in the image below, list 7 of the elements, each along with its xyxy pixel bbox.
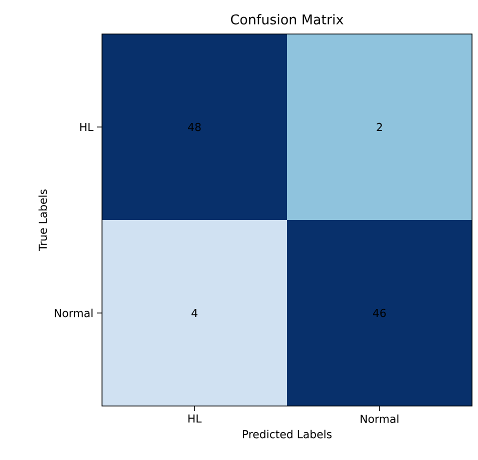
chart-title: Confusion Matrix — [230, 14, 344, 24]
data-label: 4 — [192, 309, 198, 317]
data-label: 46 — [373, 308, 386, 318]
x-axis-title: Predicted Labels — [242, 430, 332, 438]
data-label: 2 — [376, 122, 382, 132]
y-axis-title: True Labels — [38, 190, 47, 252]
data-label: 48 — [188, 122, 201, 132]
